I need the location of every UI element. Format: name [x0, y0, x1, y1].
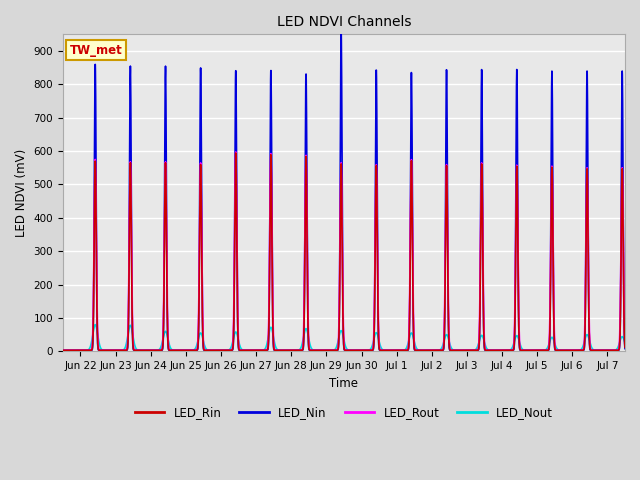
- Y-axis label: LED NDVI (mV): LED NDVI (mV): [15, 149, 28, 237]
- X-axis label: Time: Time: [330, 377, 358, 390]
- Title: LED NDVI Channels: LED NDVI Channels: [276, 15, 412, 29]
- Text: TW_met: TW_met: [70, 44, 122, 57]
- Legend: LED_Rin, LED_Nin, LED_Rout, LED_Nout: LED_Rin, LED_Nin, LED_Rout, LED_Nout: [130, 402, 558, 424]
